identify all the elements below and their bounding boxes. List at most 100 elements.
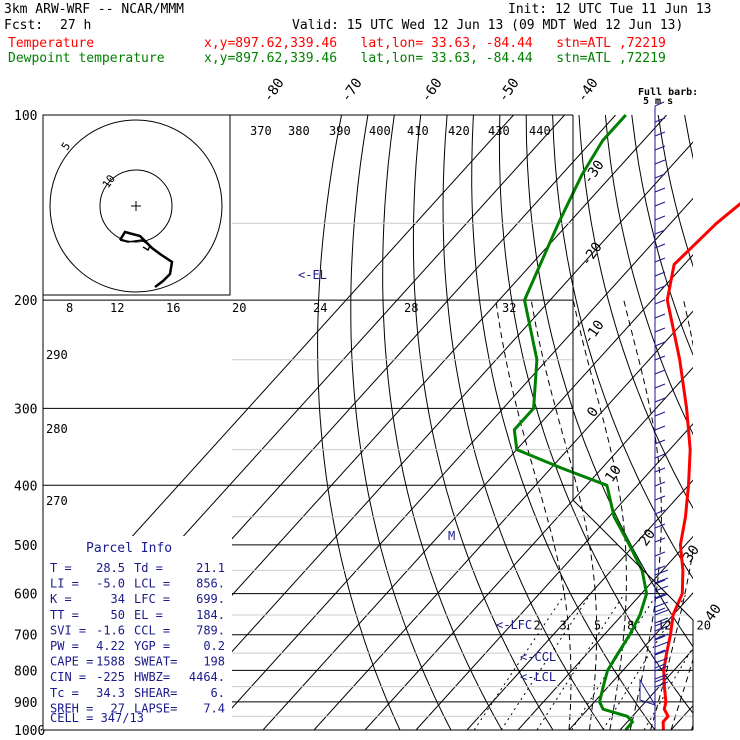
- wind-barb: [654, 649, 666, 655]
- pressure-label-600: 600: [14, 588, 37, 603]
- moist-adiabat-34: [690, 723, 693, 730]
- wind-barb: [654, 453, 666, 459]
- parcel-value2-4: 789.: [196, 623, 225, 637]
- isotherm--70: [160, 141, 693, 730]
- parcel-value-8: 34.3: [96, 686, 125, 700]
- wind-barb: [654, 621, 666, 627]
- mixing-label-8: 8: [627, 619, 634, 633]
- isotherm-10: [568, 592, 693, 730]
- parcel-value-9: 27: [111, 701, 125, 715]
- parcel-value-2: 34: [111, 592, 125, 606]
- dry-adiabat-340: [578, 115, 693, 510]
- wind-barb: [654, 593, 666, 599]
- parcel-value-4: -1.6: [96, 623, 125, 637]
- wind-barb: [654, 173, 666, 179]
- pressure-label-1000: 1000: [14, 724, 45, 739]
- barb-key-flag: [654, 101, 665, 107]
- wind-barb: [654, 117, 666, 123]
- parcel-value-6: 1588: [96, 655, 125, 669]
- lcl-marker: <-LCL: [520, 670, 556, 684]
- dewpoint-station-info: x,y=897.62,339.46 lat,lon= 33.63, -84.44…: [204, 51, 666, 66]
- moist-adiabat-30: [670, 657, 693, 730]
- wind-barb: [654, 663, 666, 669]
- moist-adiabats: [495, 299, 693, 730]
- theta-label-390: 390: [329, 124, 351, 138]
- hodograph-trace: [118, 230, 174, 288]
- wind-barb: [654, 313, 666, 319]
- parcel-label2-9: LAPSE=: [134, 701, 177, 715]
- isotherm-label-0: 0: [584, 404, 602, 420]
- pressure-label-700: 700: [14, 629, 37, 644]
- isotherm-label--10: -10: [580, 317, 608, 347]
- temperature-legend-label: Temperature: [8, 36, 95, 51]
- wind-barb-low: [654, 641, 669, 648]
- parcel-label-7: CIN =: [50, 670, 86, 684]
- parcel-label2-8: SHEAR=: [134, 686, 177, 700]
- wind-barb-low: [654, 569, 669, 576]
- wind-barb: [654, 145, 666, 151]
- wind-barb-low: [654, 593, 669, 600]
- theta-label-430: 430: [488, 124, 510, 138]
- isotherm-label-30: 30: [680, 542, 703, 565]
- wind-barb: [654, 565, 666, 571]
- isotherm-label-20: 20: [636, 526, 659, 549]
- wind-barb: [654, 383, 666, 389]
- wind-barb: [654, 299, 666, 305]
- parcel-value-7: -225: [96, 670, 125, 684]
- wind-barb: [654, 467, 666, 473]
- pressure-label-200: 200: [14, 294, 37, 309]
- isotherms: [43, 115, 693, 730]
- dry-adiabat-310: [498, 115, 693, 715]
- pressure-label-500: 500: [14, 539, 37, 554]
- isotherm--40: [313, 310, 693, 730]
- level-markers: <-EL <-LFC <-CCL <-LCL M: [298, 268, 556, 684]
- wind-barb-surface: [639, 678, 657, 706]
- theta-low-label-290: 290: [46, 348, 68, 362]
- parcel-value2-5: 0.2: [203, 639, 225, 653]
- mixed-layer-marker: M: [448, 529, 455, 543]
- wind-barb: [654, 131, 666, 137]
- theta-low-label-270: 270: [46, 494, 68, 508]
- speed-label-20: 20: [232, 301, 246, 315]
- isotherm-label--50: -50: [495, 75, 523, 105]
- speed-label-24: 24: [313, 301, 327, 315]
- wind-barb: [654, 425, 666, 431]
- theta-label-410: 410: [407, 124, 429, 138]
- wind-barb-low: [654, 601, 669, 608]
- wind-barb: [654, 439, 666, 445]
- hodograph: 5 10: [42, 114, 231, 296]
- mixing-line-8: [571, 593, 658, 730]
- parcel-value-3: 50: [111, 608, 125, 622]
- parcel-label2-7: HWBZ=: [134, 670, 170, 684]
- parcel-value2-8: 6.: [211, 686, 225, 700]
- parcel-label2-0: Td =: [134, 561, 163, 575]
- hodograph-ring-label-10: 10: [100, 172, 118, 190]
- parcel-value-1: -5.0: [96, 577, 125, 591]
- wind-barb: [654, 229, 666, 235]
- dry-adiabat-320: [525, 115, 693, 648]
- dry-adiabat-290: [442, 115, 605, 730]
- pressure-label-800: 800: [14, 664, 37, 679]
- parcel-label-8: Tc =: [50, 686, 79, 700]
- temperature-station-info: x,y=897.62,339.46 lat,lon= 33.63, -84.44…: [204, 36, 666, 51]
- speed-label-8: 8: [66, 301, 73, 315]
- isotherm-label-40: 40: [702, 601, 725, 624]
- pressure-label-400: 400: [14, 479, 37, 494]
- parcel-value2-6: 198: [203, 655, 225, 669]
- sounding-profiles: [512, 113, 740, 731]
- speed-label-16: 16: [166, 301, 180, 315]
- moist-adiabat-26: [650, 299, 693, 730]
- ccl-marker: <-CCL: [520, 650, 556, 664]
- parcel-label-5: PW =: [50, 639, 79, 653]
- isotherm-30: [670, 704, 693, 730]
- dewpoint-profile: [512, 113, 649, 731]
- wind-barb: [654, 397, 666, 403]
- el-marker: <-EL: [298, 268, 327, 282]
- forecast-label: Fcst:: [4, 18, 44, 33]
- dewpoint-legend-label: Dewpoint temperature: [8, 51, 165, 66]
- barb-key-title: Full barb:: [638, 87, 698, 98]
- pressure-label-100: 100: [14, 109, 37, 124]
- dry-adiabat-270: [382, 115, 503, 730]
- parcel-value2-2: 699.: [196, 592, 225, 606]
